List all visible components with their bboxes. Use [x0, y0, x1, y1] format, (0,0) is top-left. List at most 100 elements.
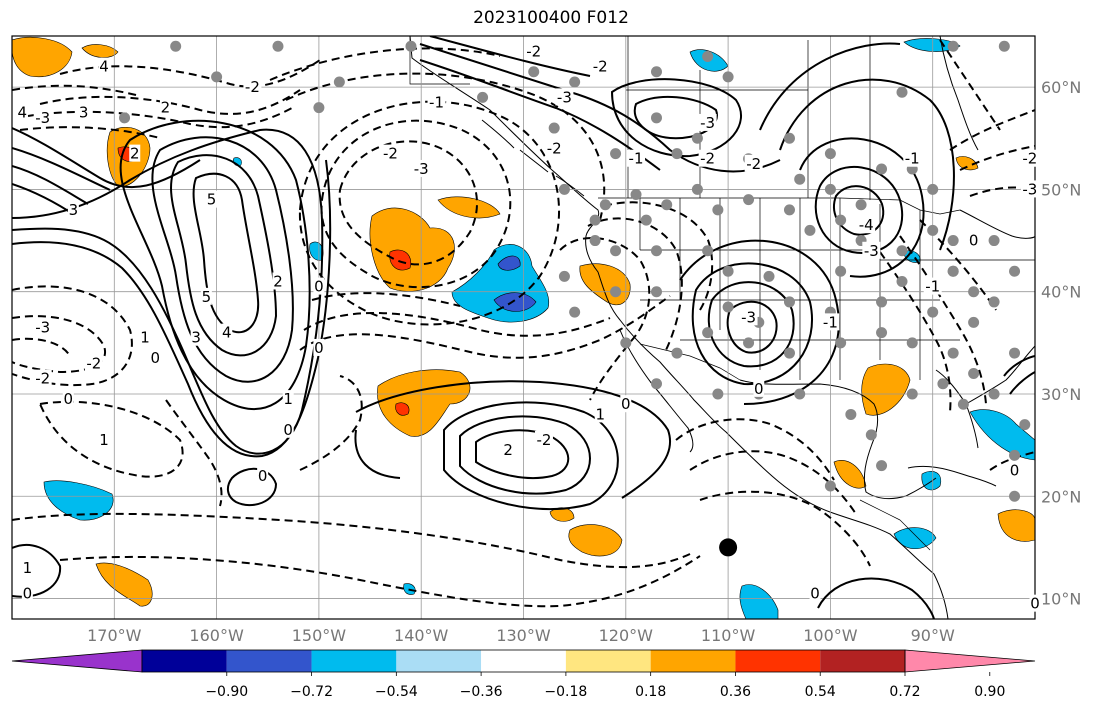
station-dot [170, 40, 182, 52]
map-title: 2023100400 F012 [473, 8, 629, 28]
station-dot [610, 286, 622, 298]
colorbar-tick-label: 0.90 [974, 684, 1005, 700]
contour-neg-mex-1 [675, 418, 835, 481]
contour-neg-west-4 [38, 400, 184, 478]
colorbar-segment [820, 650, 905, 672]
contour-label-bg [744, 154, 763, 172]
station-dot [1009, 449, 1021, 461]
contour-label-bg [534, 431, 553, 449]
contour-label: 2 [273, 272, 283, 290]
contour-label-bg [620, 395, 632, 413]
contour-label-bg [313, 338, 325, 356]
fill-orange-e [997, 509, 1035, 542]
contour-label: 0 [969, 232, 979, 250]
lon-tick-label: 140°W [394, 626, 449, 645]
border-us-mexico [639, 343, 741, 381]
contour-label: -4 [859, 216, 874, 234]
station-dot [927, 183, 939, 195]
fill-orange-baja2 [549, 507, 575, 522]
contour-pos-nw-3 [12, 165, 89, 205]
station-dot [927, 306, 939, 318]
contour-label-bg [159, 98, 171, 116]
contour-neg-east-1 [879, 251, 952, 413]
station-dot [988, 235, 1000, 247]
contour-label: 1 [99, 431, 109, 449]
contour-label: 0 [1030, 595, 1040, 613]
contour-neg-east-6 [969, 186, 1035, 197]
contour-label: 0 [283, 421, 293, 439]
contour-label-bg [923, 277, 942, 295]
contour-label: 2 [503, 441, 513, 459]
contour-label: -3 [741, 308, 756, 326]
station-dot [947, 235, 959, 247]
coast-alaska [409, 36, 949, 619]
contour-pos-sub-5 [354, 429, 401, 479]
contour-pos-hawaii [226, 468, 278, 507]
station-dot [630, 189, 642, 201]
contour-label: -3 [700, 114, 715, 132]
contour-pos-nw-2 [12, 147, 111, 191]
contour-neg-aleut-1 [39, 89, 301, 115]
contour-label-bg [21, 558, 33, 576]
contour-label: -2 [593, 58, 608, 76]
contour-pos-ridge-6 [12, 159, 332, 458]
contour-label-bg [809, 584, 821, 602]
contour-label-bg [862, 241, 881, 259]
contour-label-bg [1020, 149, 1039, 167]
station-dot [119, 112, 131, 124]
contour-label: 5 [207, 191, 217, 209]
contour-label: -2 [547, 140, 562, 158]
station-dot [548, 122, 560, 134]
contour-pos-sub-2 [459, 415, 591, 495]
colorbar-tick-label: 0.36 [720, 684, 751, 700]
contour-label-bg [698, 149, 717, 167]
solid-contours [12, 36, 1035, 619]
fill-blue-pac [739, 584, 779, 619]
lat-tick-label: 20°N [1041, 487, 1081, 506]
station-dot [927, 224, 939, 236]
contour-label-bg [857, 216, 876, 234]
station-dot [794, 388, 806, 400]
contour-label-bg [98, 57, 110, 75]
contour-label-bg [84, 354, 103, 372]
colorbar-extend-max [904, 649, 1036, 673]
contour-label: -2 [383, 145, 398, 163]
contour-label-bg [313, 277, 325, 295]
station-dot [763, 270, 775, 282]
contour-neg-south-1 [12, 512, 691, 569]
contour-label: 3 [79, 104, 89, 122]
station-dot [968, 368, 980, 380]
fill-orange-140w [369, 207, 455, 292]
station-dot [599, 199, 611, 211]
contour-neg-gulf-3 [298, 100, 560, 326]
fill-red-140w [389, 249, 412, 271]
colorbar-tick-label: −0.18 [544, 684, 587, 700]
contour-neg-west-3 [12, 337, 71, 357]
colorbar-tick-label: 0.72 [889, 684, 920, 700]
contour-label-bg [98, 431, 110, 449]
colorbar-extend-min [11, 649, 143, 673]
contour-neg-ca-2 [587, 217, 683, 351]
fill-blue-se [969, 409, 1035, 461]
station-dot [988, 388, 1000, 400]
colorbar-outline [141, 649, 906, 673]
station-dot [968, 286, 980, 298]
lat-tick-label: 50°N [1041, 180, 1081, 199]
coast-baja [619, 329, 694, 453]
contour-label: -1 [429, 93, 444, 111]
contour-label: 0 [754, 380, 764, 398]
contour-neg-mid-3 [311, 292, 461, 307]
contour-pos-ne-5 [759, 42, 901, 131]
contour-label-bg [739, 308, 758, 326]
contour-label: -1 [629, 150, 644, 168]
station-dot [558, 183, 570, 195]
contour-label-bg [698, 113, 717, 131]
contour-pos-n-4 [419, 59, 661, 171]
station-dot [937, 378, 949, 390]
contour-label: 0 [150, 349, 160, 367]
lon-tick-label: 90°W [911, 626, 955, 645]
fill-orange-140w-b [437, 196, 501, 219]
station-dot [947, 40, 959, 52]
station-dot [650, 112, 662, 124]
contour-neg-mex-3 [699, 490, 871, 567]
